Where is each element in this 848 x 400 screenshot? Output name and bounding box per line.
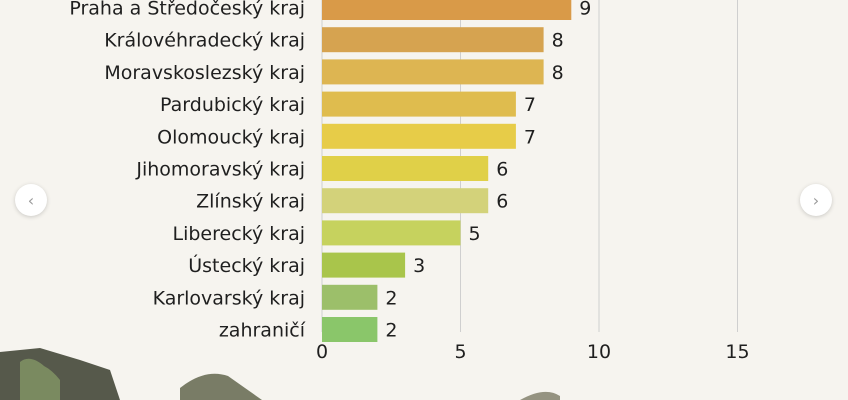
landscape-decoration xyxy=(0,348,560,400)
data-label: 3 xyxy=(413,255,425,277)
bar xyxy=(322,27,544,53)
category-label: zahraničí xyxy=(219,320,306,342)
bars xyxy=(322,0,572,342)
x-tick-label: 15 xyxy=(725,341,749,363)
bar xyxy=(322,156,489,181)
category-label: Královéhradecký kraj xyxy=(104,30,305,52)
data-label: 2 xyxy=(385,320,397,342)
x-tick-label: 0 xyxy=(316,341,328,363)
category-label: Praha a Středočeský kraj xyxy=(69,0,305,20)
bar xyxy=(322,252,406,278)
category-label: Zlínský kraj xyxy=(196,191,305,213)
bar xyxy=(322,59,544,85)
category-label: Liberecký kraj xyxy=(173,223,306,245)
x-axis-ticks: 0 5 10 15 xyxy=(316,341,750,363)
chevron-left-icon: ‹ xyxy=(27,190,35,210)
category-label: Pardubický kraj xyxy=(160,94,305,116)
category-label: Karlovarský kraj xyxy=(153,287,305,309)
x-tick-label: 5 xyxy=(454,341,466,363)
data-label: 9 xyxy=(579,0,591,20)
bar xyxy=(322,123,516,149)
bar xyxy=(322,220,461,246)
bar xyxy=(322,284,378,310)
chevron-right-icon: › xyxy=(812,190,820,210)
data-label: 6 xyxy=(496,159,508,181)
data-label: 7 xyxy=(524,126,536,148)
category-label: Olomoucký kraj xyxy=(157,126,305,148)
data-label: 5 xyxy=(469,223,481,245)
data-label: 8 xyxy=(552,62,564,84)
data-label: 6 xyxy=(496,191,508,213)
category-labels: Praha a Středočeský kraj Královéhradecký … xyxy=(69,0,305,342)
carousel-prev-button[interactable]: ‹ xyxy=(15,184,47,216)
bar xyxy=(322,0,572,20)
category-label: Moravskoslezský kraj xyxy=(104,62,305,84)
carousel-next-button[interactable]: › xyxy=(800,184,832,216)
data-label: 8 xyxy=(552,30,564,52)
data-label: 7 xyxy=(524,94,536,116)
data-label: 2 xyxy=(385,287,397,309)
category-label: Jihomoravský kraj xyxy=(135,159,305,181)
x-tick-label: 10 xyxy=(587,341,611,363)
bar xyxy=(322,91,516,117)
bar xyxy=(322,317,378,342)
bar xyxy=(322,188,489,214)
category-label: Ústecký kraj xyxy=(188,253,305,277)
